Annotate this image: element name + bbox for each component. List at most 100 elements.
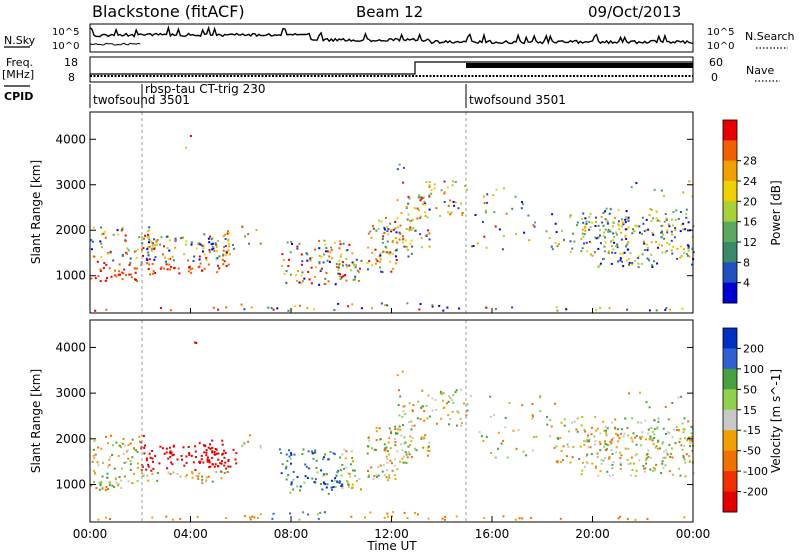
range-cell	[296, 485, 299, 488]
range-cell	[146, 259, 149, 261]
range-cell	[298, 281, 301, 284]
range-cell	[553, 446, 556, 449]
range-cell	[394, 227, 397, 230]
range-cell	[169, 473, 172, 475]
range-cell	[161, 447, 164, 450]
range-cell	[653, 433, 656, 436]
range-cell	[385, 446, 388, 449]
range-cell	[497, 447, 499, 450]
range-cell	[604, 449, 607, 452]
range-cell	[584, 227, 586, 230]
range-cell	[615, 446, 618, 449]
range-cell	[484, 211, 487, 214]
range-cell	[668, 443, 671, 446]
range-cell	[600, 216, 603, 218]
range-cell	[410, 420, 413, 423]
range-cell	[100, 447, 103, 450]
range-cell	[586, 439, 588, 442]
range-cell	[352, 262, 355, 265]
range-cell	[336, 471, 339, 474]
range-cell	[644, 467, 647, 470]
range-cell	[586, 250, 589, 253]
range-cell	[129, 460, 132, 463]
range-cell	[320, 267, 323, 270]
range-cell	[339, 456, 342, 459]
range-cell	[655, 217, 658, 220]
range-cell	[587, 446, 590, 449]
range-cell	[413, 424, 416, 427]
range-cell	[583, 428, 586, 431]
range-cell	[461, 214, 464, 216]
range-cell	[407, 421, 410, 424]
range-cell	[386, 461, 389, 464]
range-cell	[90, 239, 93, 241]
range-cell	[439, 392, 442, 395]
range-cell	[217, 264, 219, 267]
range-cell	[301, 280, 304, 283]
range-cell	[409, 220, 411, 222]
range-cell	[634, 259, 637, 262]
range-cell	[303, 277, 306, 280]
range-cell	[425, 181, 428, 184]
range-cell	[382, 241, 385, 244]
range-cell	[602, 420, 605, 423]
range-cell	[371, 264, 374, 267]
range-cell	[656, 426, 659, 429]
range-cell	[612, 232, 615, 235]
range-cell	[146, 262, 149, 265]
range-cell	[303, 481, 306, 484]
range-cell	[260, 446, 262, 449]
range-cell	[312, 457, 315, 460]
range-cell	[410, 252, 413, 255]
range-cell	[579, 445, 582, 448]
range-cell	[165, 447, 168, 450]
range-cell	[190, 271, 193, 274]
range-cell	[105, 308, 108, 311]
range-cell	[290, 273, 292, 276]
range-cell	[187, 259, 190, 262]
range-cell	[298, 518, 301, 521]
range-cell	[207, 237, 210, 240]
range-cell	[162, 253, 165, 256]
range-cell	[194, 450, 197, 453]
range-cell	[197, 266, 200, 269]
range-cell	[430, 189, 433, 191]
range-cell	[651, 264, 654, 266]
range-cell	[612, 221, 615, 224]
range-cell	[156, 479, 159, 482]
range-cell	[402, 166, 405, 169]
range-cell	[387, 233, 390, 236]
range-cell	[646, 249, 649, 252]
range-tick-label: 1000	[55, 269, 86, 283]
range-cell	[389, 459, 392, 462]
range-cell	[615, 245, 617, 248]
range-cell	[446, 186, 449, 189]
range-cell	[377, 474, 380, 477]
range-cell	[179, 517, 182, 520]
range-cell	[401, 449, 404, 452]
range-cell	[685, 216, 688, 219]
range-cell	[426, 216, 429, 219]
range-cell	[99, 268, 102, 271]
range-cell	[671, 456, 674, 459]
range-cell	[395, 262, 398, 265]
range-cell	[354, 275, 357, 278]
range-cell	[235, 452, 238, 455]
velocity-ylabel: Slant Range [km]	[29, 369, 43, 473]
range-cell	[615, 451, 618, 454]
range-cell	[105, 435, 107, 438]
range-cell	[322, 458, 325, 461]
range-cell	[386, 304, 389, 307]
range-cell	[556, 437, 559, 439]
range-cell	[608, 474, 611, 477]
range-cell	[607, 230, 610, 233]
range-cell	[144, 234, 147, 237]
range-cell	[111, 484, 114, 487]
range-cell	[242, 441, 245, 444]
range-cell	[630, 436, 633, 439]
range-cell	[193, 255, 196, 258]
range-cell	[677, 467, 680, 470]
range-cell	[624, 228, 627, 231]
range-cell	[584, 440, 587, 443]
range-cell	[666, 451, 669, 454]
